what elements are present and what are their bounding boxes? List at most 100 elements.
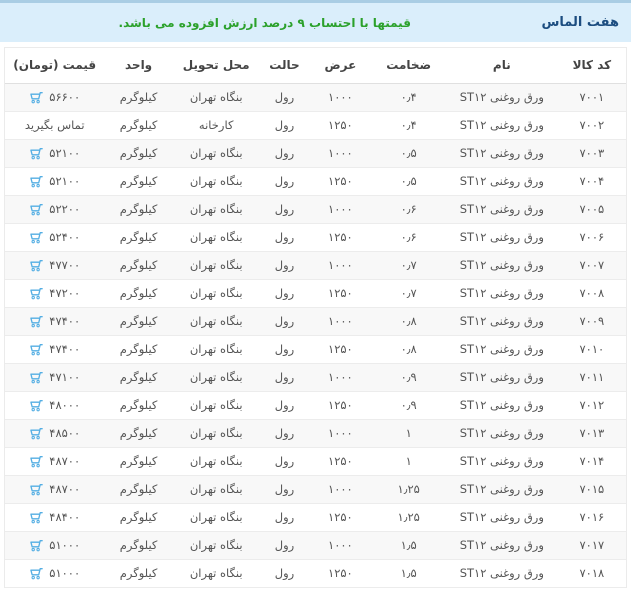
- table-row: ۷۰۰۱ ورق روغنی ST۱۲ ۰٫۴ ۱۰۰۰ رول بنگاه تهران ک…: [5, 83, 626, 112]
- cell-unit: کیلوگرم: [104, 363, 173, 392]
- table-row: ۷۰۰۸ ورق روغنی ST۱۲ ۰٫۷ ۱۲۵۰ رول بنگاه تهران ک…: [5, 279, 626, 308]
- cell-price: ۵۱۰۰۰: [5, 531, 105, 560]
- cell-price: تماس بگیرید: [5, 111, 105, 140]
- cell-code: ۷۰۰۱: [557, 83, 626, 112]
- cell-thickness: ۰٫۴: [371, 111, 446, 140]
- cell-code: ۷۰۱۱: [557, 363, 626, 392]
- cart-icon[interactable]: [29, 567, 44, 580]
- cell-width: ۱۰۰۰: [309, 363, 372, 392]
- cell-price: ۴۷۴۰۰: [5, 335, 105, 364]
- price-cell-content: ۵۱۰۰۰: [29, 566, 80, 580]
- cell-width: ۱۲۵۰: [309, 447, 372, 476]
- cell-unit: کیلوگرم: [104, 419, 173, 448]
- cell-name: ورق روغنی ST۱۲: [445, 223, 558, 252]
- cell-price: ۴۸۷۰۰: [5, 447, 105, 476]
- cell-delivery: بنگاه تهران: [172, 139, 260, 168]
- cell-state: رول: [259, 139, 310, 168]
- price-table: کد کالا نام ضخامت عرض حالت محل تحویل واحد قیمت …: [5, 48, 626, 588]
- cart-icon[interactable]: [29, 539, 44, 552]
- cart-icon[interactable]: [29, 483, 44, 496]
- cell-state: رول: [259, 167, 310, 196]
- cell-unit: کیلوگرم: [104, 531, 173, 560]
- cart-icon[interactable]: [29, 147, 44, 160]
- cell-width: ۱۲۵۰: [309, 503, 372, 532]
- cell-code: ۷۰۱۸: [557, 559, 626, 588]
- table-header-row: کد کالا نام ضخامت عرض حالت محل تحویل واحد قیمت …: [5, 48, 626, 84]
- cart-icon[interactable]: [29, 91, 44, 104]
- cell-name: ورق روغنی ST۱۲: [445, 251, 558, 280]
- cell-price: ۵۱۰۰۰: [5, 559, 105, 588]
- cell-unit: کیلوگرم: [104, 447, 173, 476]
- cell-code: ۷۰۱۳: [557, 419, 626, 448]
- price-value: ۵۲۴۰۰: [49, 230, 81, 244]
- cell-state: رول: [259, 363, 310, 392]
- cart-icon[interactable]: [29, 371, 44, 384]
- cart-icon[interactable]: [29, 175, 44, 188]
- table-row: ۷۰۱۸ ورق روغنی ST۱۲ ۱٫۵ ۱۲۵۰ رول بنگاه تهران ک…: [5, 559, 626, 588]
- price-value: ۴۸۷۰۰: [49, 454, 81, 468]
- cell-unit: کیلوگرم: [104, 139, 173, 168]
- cart-icon[interactable]: [29, 427, 44, 440]
- cell-code: ۷۰۱۵: [557, 475, 626, 504]
- cell-unit: کیلوگرم: [104, 503, 173, 532]
- cell-code: ۷۰۰۸: [557, 279, 626, 308]
- cell-state: رول: [259, 559, 310, 588]
- cell-delivery: بنگاه تهران: [172, 335, 260, 364]
- cell-width: ۱۲۵۰: [309, 391, 372, 420]
- cell-delivery: بنگاه تهران: [172, 279, 260, 308]
- price-cell-content: ۴۷۲۰۰: [29, 286, 80, 300]
- cell-delivery: کارخانه: [172, 111, 260, 140]
- cart-icon[interactable]: [29, 259, 44, 272]
- cell-price: ۴۷۴۰۰: [5, 307, 105, 336]
- cart-icon[interactable]: [29, 203, 44, 216]
- cell-state: رول: [259, 503, 310, 532]
- price-cell-content: ۴۸۵۰۰: [29, 426, 80, 440]
- cell-code: ۷۰۰۹: [557, 307, 626, 336]
- cell-price: ۴۸۴۰۰: [5, 503, 105, 532]
- price-value: ۵۲۱۰۰: [49, 146, 81, 160]
- cell-thickness: ۱٫۲۵: [371, 475, 446, 504]
- cell-width: ۱۰۰۰: [309, 251, 372, 280]
- cell-price: ۴۷۷۰۰: [5, 251, 105, 280]
- table-body: ۷۰۰۱ ورق روغنی ST۱۲ ۰٫۴ ۱۰۰۰ رول بنگاه تهران ک…: [5, 83, 626, 588]
- price-value: ۵۲۲۰۰: [49, 202, 81, 216]
- cell-unit: کیلوگرم: [104, 223, 173, 252]
- cart-icon[interactable]: [29, 315, 44, 328]
- price-cell-content: ۴۸۷۰۰: [29, 482, 80, 496]
- cart-icon[interactable]: [29, 455, 44, 468]
- cell-delivery: بنگاه تهران: [172, 363, 260, 392]
- cell-price: ۴۸۷۰۰: [5, 475, 105, 504]
- cell-width: ۱۰۰۰: [309, 531, 372, 560]
- cell-name: ورق روغنی ST۱۲: [445, 139, 558, 168]
- cell-state: رول: [259, 111, 310, 140]
- cell-thickness: ۰٫۵: [371, 139, 446, 168]
- cell-unit: کیلوگرم: [104, 83, 173, 112]
- cell-state: رول: [259, 531, 310, 560]
- cell-code: ۷۰۰۶: [557, 223, 626, 252]
- cell-thickness: ۰٫۴: [371, 83, 446, 112]
- price-cell-content: ۵۲۱۰۰: [29, 174, 80, 188]
- table-row: ۷۰۱۴ ورق روغنی ST۱۲ ۱ ۱۲۵۰ رول بنگاه تهران کیل…: [5, 447, 626, 476]
- cart-icon[interactable]: [29, 287, 44, 300]
- price-cell-content: ۵۱۰۰۰: [29, 538, 80, 552]
- table-row: ۷۰۰۹ ورق روغنی ST۱۲ ۰٫۸ ۱۰۰۰ رول بنگاه تهران ک…: [5, 307, 626, 336]
- cell-thickness: ۰٫۹: [371, 363, 446, 392]
- price-value: ۴۸۴۰۰: [49, 510, 81, 524]
- cell-price: ۵۶۶۰۰: [5, 83, 105, 112]
- cart-icon[interactable]: [29, 511, 44, 524]
- cart-icon[interactable]: [29, 399, 44, 412]
- price-cell-content: ۵۲۴۰۰: [29, 230, 80, 244]
- cell-unit: کیلوگرم: [104, 559, 173, 588]
- price-cell-content: ۴۷۱۰۰: [29, 370, 80, 384]
- table-row: ۷۰۱۳ ورق روغنی ST۱۲ ۱ ۱۰۰۰ رول بنگاه تهران کیل…: [5, 419, 626, 448]
- cell-delivery: بنگاه تهران: [172, 503, 260, 532]
- cell-delivery: بنگاه تهران: [172, 167, 260, 196]
- cart-icon[interactable]: [29, 343, 44, 356]
- cart-icon[interactable]: [29, 231, 44, 244]
- cell-code: ۷۰۱۷: [557, 531, 626, 560]
- table-row: ۷۰۱۷ ورق روغنی ST۱۲ ۱٫۵ ۱۰۰۰ رول بنگاه تهران ک…: [5, 531, 626, 560]
- cell-width: ۱۰۰۰: [309, 475, 372, 504]
- column-header-thickness: ضخامت: [371, 48, 446, 84]
- table-row: ۷۰۱۰ ورق روغنی ST۱۲ ۰٫۸ ۱۲۵۰ رول بنگاه تهران ک…: [5, 335, 626, 364]
- cell-code: ۷۰۱۰: [557, 335, 626, 364]
